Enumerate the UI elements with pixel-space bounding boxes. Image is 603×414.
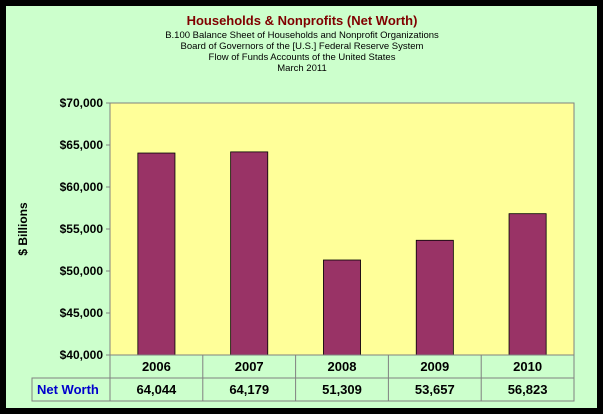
bar-chart: Households & Nonprofits (Net Worth) B.10… xyxy=(16,13,575,402)
chart-frame: Households & Nonprofits (Net Worth) B.10… xyxy=(5,5,598,409)
x-tick-label: 2008 xyxy=(328,359,357,374)
y-tick-label: $45,000 xyxy=(60,306,104,320)
table-cell-value: 53,657 xyxy=(415,382,455,397)
x-tick-label: 2010 xyxy=(513,359,542,374)
data-table: 2006 2007 2008 2009 2010 Net Worth 64,044 64,17… xyxy=(31,354,575,402)
chart-title: Households & Nonprofits (Net Worth) xyxy=(187,13,418,28)
x-tick-label: 2007 xyxy=(235,359,264,374)
chart-subtitle-line: B.100 Balance Sheet of Households and No… xyxy=(165,30,439,41)
x-tick-label: 2006 xyxy=(142,359,171,374)
y-axis: $40,000 $45,000 $50,000 $55,000 $60,000 $65,0… xyxy=(60,96,110,362)
bar-2008 xyxy=(323,259,361,356)
y-tick-label: $55,000 xyxy=(60,222,104,236)
y-tick-label: $40,000 xyxy=(60,348,104,362)
y-tick-label: $50,000 xyxy=(60,264,104,278)
table-data-row xyxy=(31,377,575,402)
chart-subtitle-line: March 2011 xyxy=(277,63,326,74)
table-row-header: Net Worth xyxy=(37,382,99,397)
chart-subtitle: B.100 Balance Sheet of Households and No… xyxy=(165,30,439,74)
table-cell-value: 64,044 xyxy=(137,382,178,397)
y-tick-label: $60,000 xyxy=(60,180,104,194)
y-tick-label: $65,000 xyxy=(60,138,104,152)
y-tick-label: $70,000 xyxy=(60,96,104,110)
chart-subtitle-line: Flow of Funds Accounts of the United Sta… xyxy=(209,52,396,63)
x-tick-label: 2009 xyxy=(420,359,449,374)
bar-2009 xyxy=(415,239,454,356)
bar-2006 xyxy=(137,152,176,356)
table-cell-value: 51,309 xyxy=(322,382,362,397)
table-cell-value: 64,179 xyxy=(229,382,269,397)
bar-2007 xyxy=(230,151,269,356)
chart-subtitle-line: Board of Governors of the [U.S.] Federal… xyxy=(181,41,424,52)
bar-2010 xyxy=(508,213,547,356)
table-cell-value: 56,823 xyxy=(508,382,548,397)
y-axis-label: $ Billions xyxy=(16,202,30,256)
bars xyxy=(137,151,547,356)
